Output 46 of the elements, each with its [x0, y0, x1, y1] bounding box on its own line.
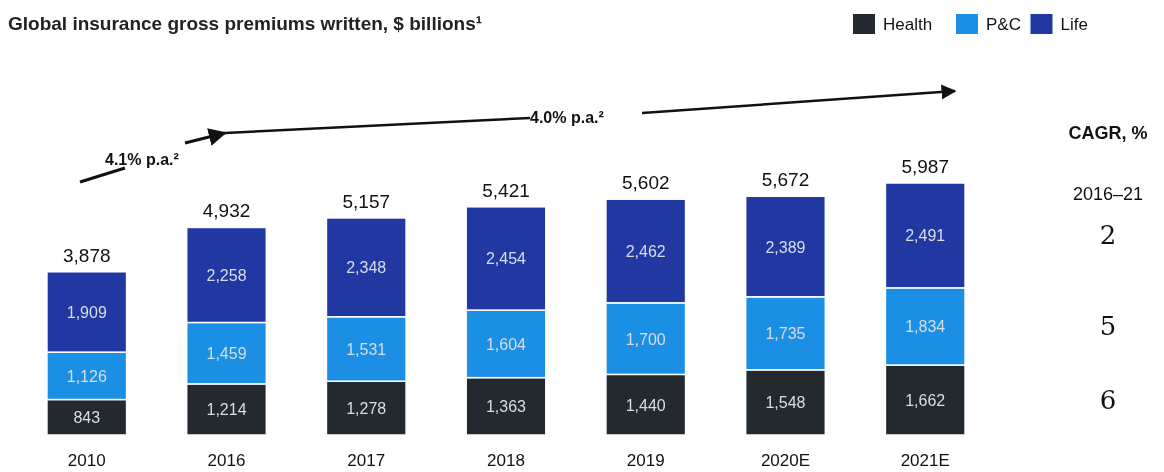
legend-label: Life: [1060, 15, 1088, 34]
x-tick-label: 2018: [487, 451, 525, 470]
data-label: 2,454: [485, 250, 527, 268]
data-label: 1,548: [765, 394, 806, 412]
data-label: 1,278: [346, 400, 387, 418]
total-label: 4,932: [202, 200, 251, 222]
text: 6: [1099, 385, 1117, 416]
data-label: 843: [73, 409, 101, 427]
legend-label: P&C: [986, 15, 1021, 34]
data-label: 1,834: [905, 318, 946, 336]
data-label: 2,462: [625, 243, 666, 261]
x-tick-label: 2020E: [760, 451, 811, 470]
data-label: 2,491: [905, 227, 946, 245]
x-tick-label: 2016: [207, 451, 246, 470]
data-label: 2,348: [346, 259, 387, 277]
data-label: 1,735: [765, 325, 806, 343]
x-tick-label: 2017: [347, 451, 386, 470]
total-label: 5,157: [342, 190, 391, 212]
legend-label: Health: [883, 15, 933, 34]
text: 2: [1099, 220, 1117, 251]
total-label: 5,672: [761, 169, 810, 191]
data-label: 1,214: [206, 401, 247, 419]
total-label: 5,602: [621, 172, 670, 194]
x-tick-label: 2021E: [900, 451, 950, 470]
data-label: 1,662: [905, 392, 946, 410]
data-label: 1,604: [485, 335, 527, 353]
x-tick-label: 2019: [626, 451, 665, 470]
text: 5: [1099, 311, 1117, 342]
data-label: 1,459: [206, 345, 247, 363]
data-label: 1,700: [625, 330, 666, 348]
total-label: 3,878: [62, 244, 111, 266]
data-label: 2,258: [206, 266, 247, 284]
data-label: 1,440: [625, 396, 666, 414]
text: 4.0% p.a.²: [530, 109, 604, 126]
text: CAGR, %: [1068, 123, 1148, 143]
text: 2016–21: [1072, 184, 1144, 204]
data-label: 1,531: [346, 340, 387, 358]
data-label: 1,126: [66, 367, 107, 385]
data-label: 1,363: [485, 398, 527, 416]
total-label: 5,987: [901, 156, 950, 177]
chart-title: Global insurance gross premiums written, $ billions¹: [8, 13, 483, 34]
total-label: 5,421: [482, 179, 530, 201]
text: 4.1% p.a.²: [105, 151, 179, 168]
data-label: 2,389: [765, 238, 806, 256]
x-tick-label: 2010: [67, 451, 106, 470]
data-label: 1,909: [66, 303, 107, 321]
